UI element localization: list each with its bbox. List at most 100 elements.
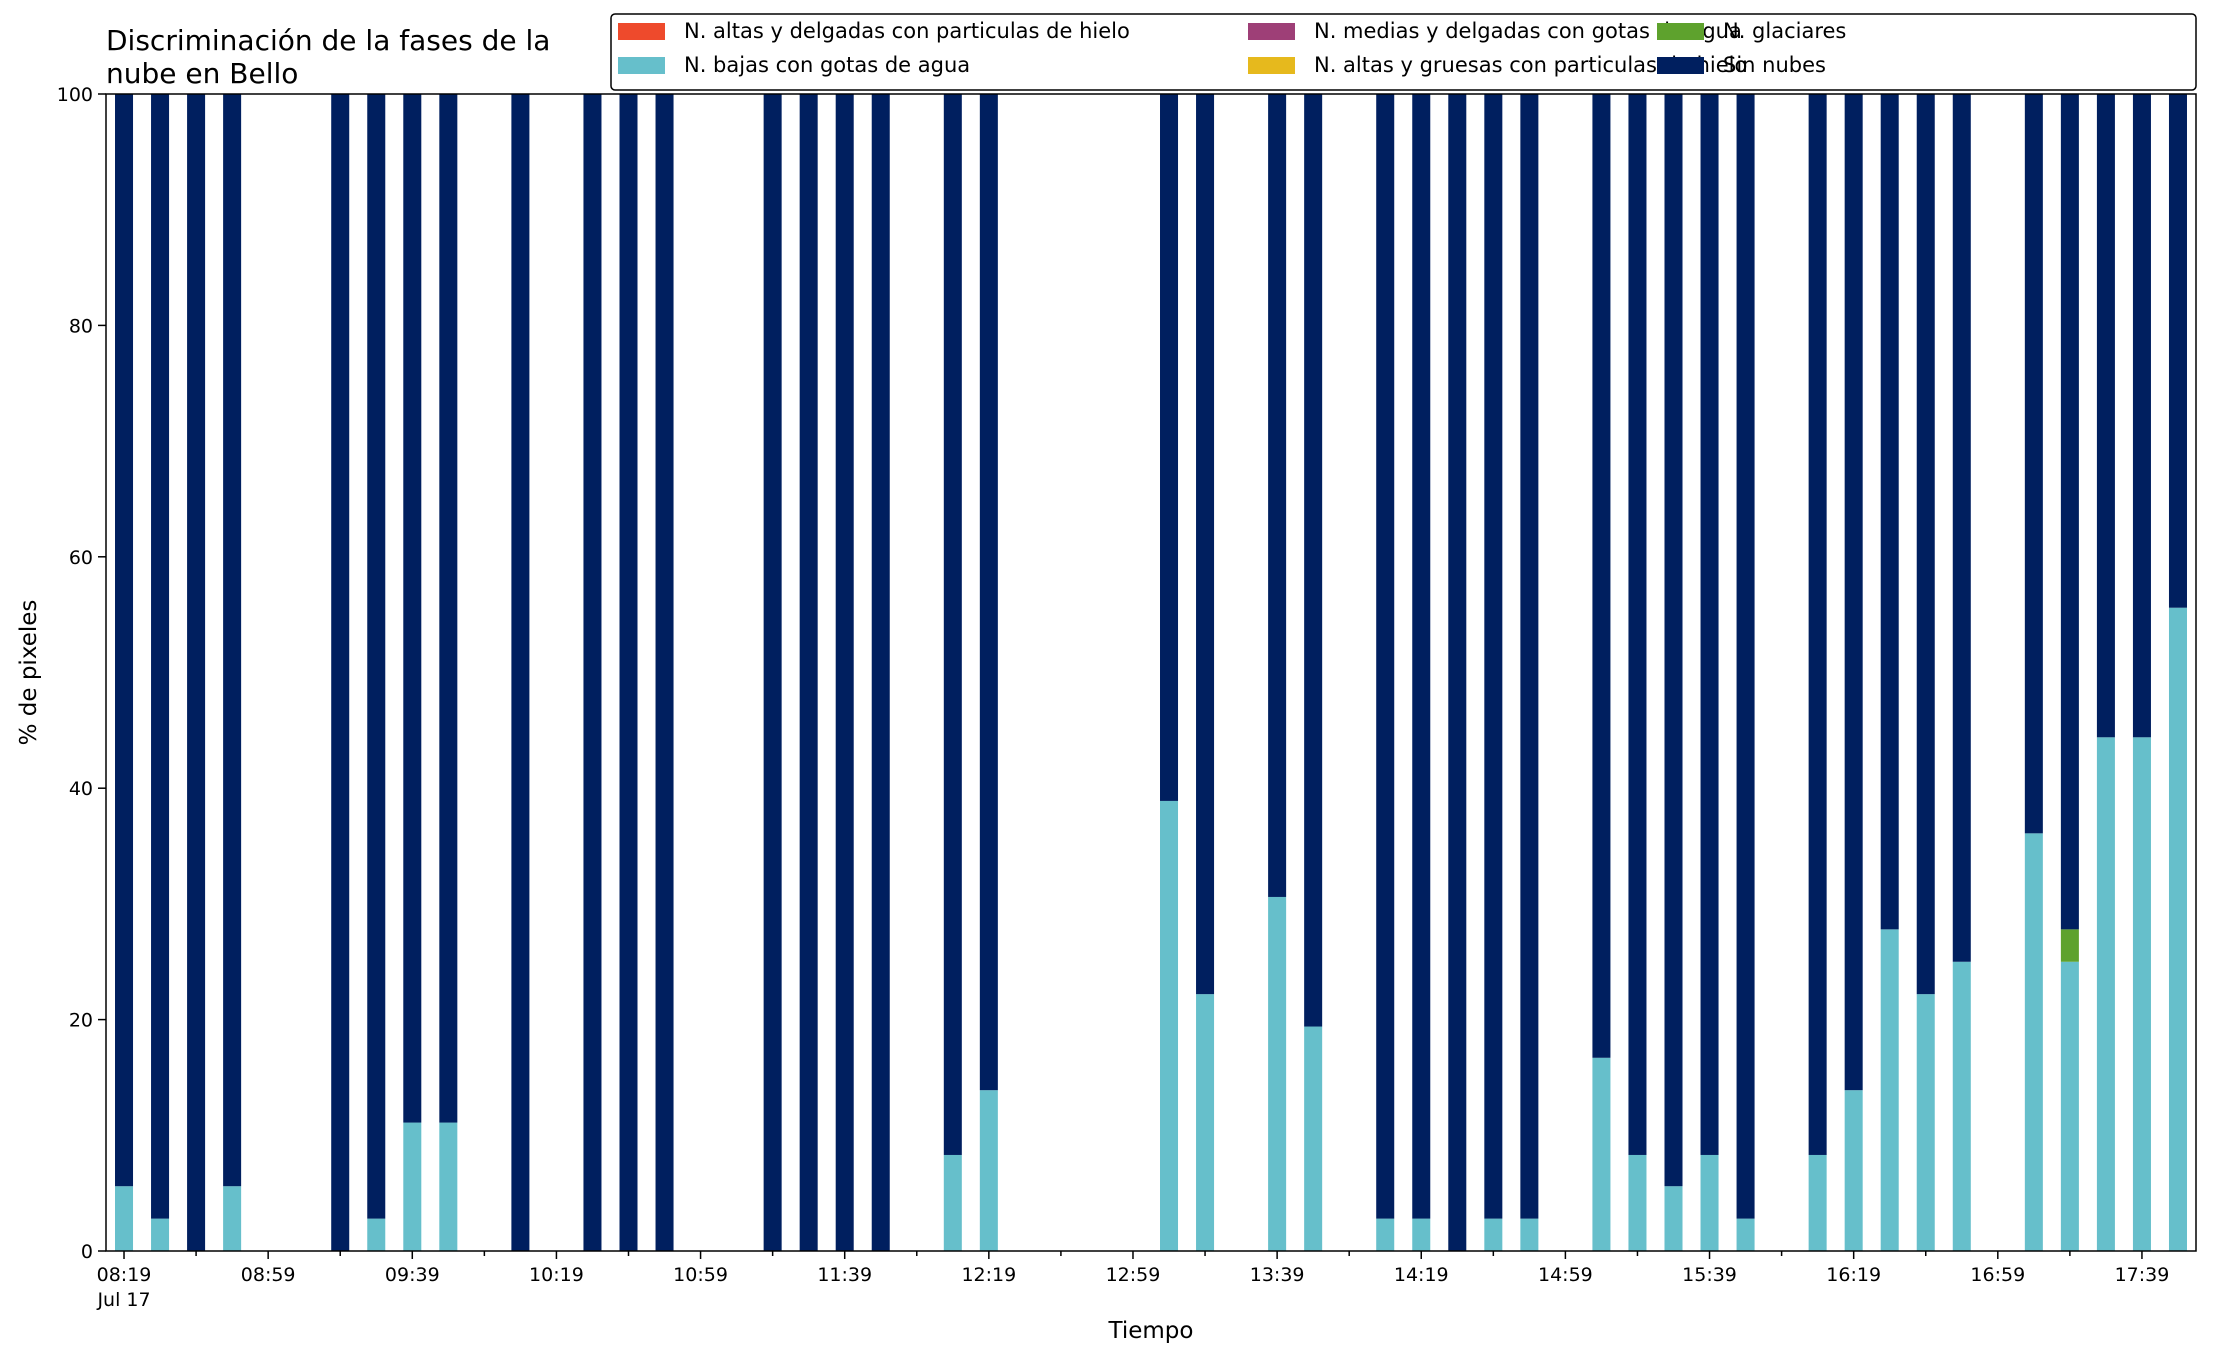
x-tick-label: 10:19 (529, 1264, 584, 1286)
bar-segment-bajas (403, 1122, 422, 1251)
bar-segment-sin-nubes (2096, 94, 2115, 738)
legend-swatch (618, 57, 665, 74)
chart-title-line-1: Discriminación de la fases de la (106, 24, 550, 57)
bar-segment-bajas (367, 1218, 386, 1251)
bar-segment-sin-nubes (619, 94, 638, 1251)
bar-segment-sin-nubes (871, 94, 890, 1251)
bar-segment-bajas (115, 1186, 134, 1251)
x-tick-label: 17:39 (2115, 1264, 2170, 1286)
bar-segment-sin-nubes (979, 94, 998, 1091)
bar-segment-bajas (439, 1122, 458, 1251)
bar-segment-sin-nubes (2168, 94, 2187, 608)
x-tick-label: 13:39 (1250, 1264, 1305, 1286)
plot-frame (105, 93, 2197, 1252)
bar-segment-sin-nubes (1952, 94, 1971, 962)
bar-segment-bajas (1592, 1057, 1611, 1251)
bar-segment-sin-nubes (1916, 94, 1935, 995)
bars-group (115, 94, 2187, 1251)
bar-segment-sin-nubes (799, 94, 818, 1251)
bar-segment-sin-nubes (1880, 94, 1899, 930)
x-tick-label: 08:59 (241, 1264, 296, 1286)
bar-segment-bajas (151, 1218, 170, 1251)
bar-segment-bajas (1412, 1218, 1431, 1251)
bar-segment-sin-nubes (367, 94, 386, 1219)
bar-segment-sin-nubes (151, 94, 170, 1219)
bar-segment-bajas (1664, 1186, 1683, 1251)
bar-segment-sin-nubes (2024, 94, 2043, 834)
bar-segment-sin-nubes (439, 94, 458, 1123)
y-axis: 0 20 40 60 80 100 (57, 84, 106, 1263)
bar-segment-sin-nubes (403, 94, 422, 1123)
bar-segment-bajas (1520, 1218, 1539, 1251)
x-axis: 08:19 08:59 09:39 10:19 10:59 11:39 12:19 12:59… (96, 1251, 2169, 1311)
x-tick-label: 14:59 (1538, 1264, 1593, 1286)
x-tick-label: 16:19 (1826, 1264, 1881, 1286)
bar-segment-sin-nubes (1484, 94, 1503, 1219)
legend-label: Sin nubes (1723, 53, 1826, 77)
bar-segment-sin-nubes (1520, 94, 1539, 1219)
bar-segment-sin-nubes (763, 94, 782, 1251)
x-tick-label: 11:39 (817, 1264, 872, 1286)
bar-segment-sin-nubes (1700, 94, 1719, 1155)
bar-segment-bajas (1304, 1026, 1323, 1251)
chart-title-line-2: nube en Bello (106, 57, 298, 90)
bar-segment-sin-nubes (187, 94, 206, 1251)
x-tick-label: 12:19 (961, 1264, 1016, 1286)
bar-segment-bajas (1376, 1218, 1395, 1251)
bar-segment-bajas (1844, 1090, 1863, 1251)
legend: N. altas y delgadas con particulas de hi… (610, 13, 2197, 91)
legend-swatch (1248, 57, 1295, 74)
bar-segment-sin-nubes (943, 94, 962, 1155)
y-tick-label: 80 (69, 315, 93, 337)
bar-segment-sin-nubes (655, 94, 674, 1251)
x-tick-label: 10:59 (673, 1264, 728, 1286)
bar-segment-sin-nubes (2132, 94, 2151, 738)
bar-segment-bajas (2060, 961, 2079, 1251)
bar-segment-sin-nubes (1808, 94, 1827, 1155)
bar-segment-sin-nubes (1628, 94, 1647, 1155)
legend-swatch (618, 23, 665, 40)
legend-swatch (1248, 23, 1295, 40)
bar-segment-bajas (1916, 994, 1935, 1251)
bar-segment-sin-nubes (1592, 94, 1611, 1058)
bar-segment-glaciares (2060, 929, 2079, 962)
x-tick-label: 16:59 (1970, 1264, 2025, 1286)
bar-segment-bajas (1628, 1154, 1647, 1251)
bar-segment-sin-nubes (1448, 94, 1467, 1251)
bar-segment-sin-nubes (1412, 94, 1431, 1219)
bar-segment-bajas (1484, 1218, 1503, 1251)
bar-segment-bajas (979, 1090, 998, 1251)
bar-segment-sin-nubes (1160, 94, 1179, 801)
legend-label: N. altas y delgadas con particulas de hi… (684, 19, 1130, 43)
bar-segment-sin-nubes (1844, 94, 1863, 1091)
bar-segment-bajas (223, 1186, 242, 1251)
x-axis-label: Tiempo (1108, 1318, 1194, 1344)
bar-segment-bajas (2096, 737, 2115, 1251)
bar-segment-sin-nubes (1376, 94, 1395, 1219)
bar-segment-sin-nubes (835, 94, 854, 1251)
legend-swatch (1657, 23, 1704, 40)
bar-segment-sin-nubes (511, 94, 530, 1251)
bar-segment-sin-nubes (1736, 94, 1755, 1219)
bar-segment-bajas (2024, 833, 2043, 1251)
y-axis-label: % de pixeles (16, 600, 42, 746)
y-tick-label: 60 (69, 547, 93, 569)
y-tick-label: 40 (69, 778, 93, 800)
y-tick-label: 100 (57, 84, 93, 106)
bar-segment-bajas (1736, 1218, 1755, 1251)
bar-segment-bajas (1160, 800, 1179, 1251)
bar-segment-sin-nubes (115, 94, 134, 1187)
bar-segment-sin-nubes (1304, 94, 1323, 1027)
y-tick-label: 0 (81, 1241, 93, 1263)
bar-segment-sin-nubes (1268, 94, 1287, 897)
bar-segment-bajas (1952, 961, 1971, 1251)
bar-segment-bajas (2168, 607, 2187, 1251)
bar-segment-sin-nubes (331, 94, 350, 1251)
x-tick-label: 09:39 (385, 1264, 440, 1286)
x-tick-label: 15:39 (1682, 1264, 1737, 1286)
bar-segment-sin-nubes (2060, 94, 2079, 930)
legend-swatch (1657, 57, 1704, 74)
legend-box (610, 13, 2197, 91)
